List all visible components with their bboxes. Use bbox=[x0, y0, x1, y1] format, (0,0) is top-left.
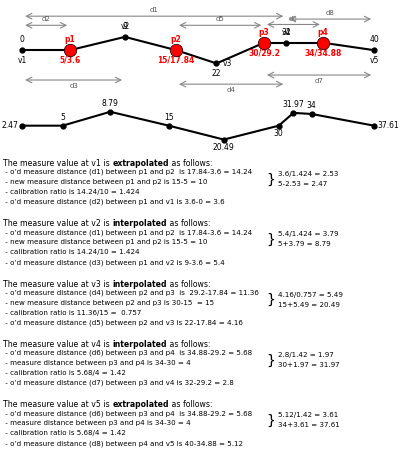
Text: - calibration ratio is 14.24/10 = 1.424: - calibration ratio is 14.24/10 = 1.424 bbox=[3, 249, 140, 255]
Text: p2: p2 bbox=[171, 35, 182, 44]
Text: v4: v4 bbox=[282, 28, 291, 37]
Text: 2.47: 2.47 bbox=[2, 121, 19, 130]
Text: 20.49: 20.49 bbox=[213, 143, 235, 152]
Text: - o’d measure distance (d6) between p3 and p4  is 34.88-29.2 = 5.68: - o’d measure distance (d6) between p3 a… bbox=[3, 410, 252, 417]
Text: as follows:: as follows: bbox=[169, 159, 212, 168]
Text: 4.16/0.757 = 5.49: 4.16/0.757 = 5.49 bbox=[278, 292, 343, 298]
Text: The measure value at v1 is: The measure value at v1 is bbox=[3, 159, 112, 168]
Text: - o’d measure distance (d7) between p3 and v4 is 32-29.2 = 2.8: - o’d measure distance (d7) between p3 a… bbox=[3, 380, 234, 386]
Text: p3: p3 bbox=[259, 28, 270, 37]
Text: - o’d measure distance (d2) between p1 and v1 is 3.6-0 = 3.6: - o’d measure distance (d2) between p1 a… bbox=[3, 199, 225, 205]
Text: - o’d measure distance (d1) between p1 and p2  is 17.84-3.6 = 14.24: - o’d measure distance (d1) between p1 a… bbox=[3, 229, 252, 236]
Text: 2.8/1.42 = 1.97: 2.8/1.42 = 1.97 bbox=[278, 352, 334, 358]
Text: 5/3.6: 5/3.6 bbox=[59, 56, 80, 65]
Text: 30+1.97 = 31.97: 30+1.97 = 31.97 bbox=[278, 362, 340, 368]
Text: v2: v2 bbox=[120, 22, 130, 31]
Text: - measure distance between p3 and p4 is 34-30 = 4: - measure distance between p3 and p4 is … bbox=[3, 420, 191, 426]
Text: v3: v3 bbox=[222, 59, 232, 68]
Text: 34+3.61 = 37.61: 34+3.61 = 37.61 bbox=[278, 422, 340, 428]
Text: d8: d8 bbox=[326, 10, 334, 16]
Text: - new measure distance between p2 and p3 is 30-15  = 15: - new measure distance between p2 and p3… bbox=[3, 299, 214, 306]
Text: 31.97: 31.97 bbox=[282, 100, 304, 109]
Text: p1: p1 bbox=[64, 35, 75, 44]
Text: - o’d measure distance (d3) between p1 and v2 is 9-3.6 = 5.4: - o’d measure distance (d3) between p1 a… bbox=[3, 259, 225, 266]
Text: 5.12/1.42 = 3.61: 5.12/1.42 = 3.61 bbox=[278, 412, 338, 418]
Text: d5: d5 bbox=[216, 16, 224, 22]
Text: 34/34.88: 34/34.88 bbox=[304, 48, 342, 58]
Text: 40: 40 bbox=[369, 35, 379, 44]
Text: The measure value at v4 is: The measure value at v4 is bbox=[3, 340, 112, 349]
Text: - calibration ratio is 14.24/10 = 1.424: - calibration ratio is 14.24/10 = 1.424 bbox=[3, 189, 140, 195]
Text: 5.4/1.424 = 3.79: 5.4/1.424 = 3.79 bbox=[278, 231, 338, 237]
Text: 37.61: 37.61 bbox=[378, 121, 400, 130]
Text: }: } bbox=[266, 414, 275, 428]
Text: interpolated: interpolated bbox=[112, 219, 167, 228]
Text: as follows:: as follows: bbox=[167, 340, 210, 349]
Text: v1: v1 bbox=[18, 56, 27, 65]
Text: }: } bbox=[266, 353, 275, 367]
Text: as follows:: as follows: bbox=[167, 280, 210, 289]
Text: 30/29.2: 30/29.2 bbox=[248, 48, 280, 58]
Text: d2: d2 bbox=[42, 16, 50, 22]
Text: }: } bbox=[266, 172, 275, 186]
Text: as follows:: as follows: bbox=[169, 400, 212, 409]
Text: d7: d7 bbox=[315, 78, 324, 84]
Text: 15/17.84: 15/17.84 bbox=[158, 56, 195, 65]
Text: 5+3.79 = 8.79: 5+3.79 = 8.79 bbox=[278, 241, 331, 247]
Text: - calibration ratio is 5.68/4 = 1.42: - calibration ratio is 5.68/4 = 1.42 bbox=[3, 370, 126, 376]
Text: 15: 15 bbox=[164, 113, 174, 122]
Text: extrapolated: extrapolated bbox=[112, 159, 169, 168]
Text: d1: d1 bbox=[150, 7, 159, 13]
Text: - o’d measure distance (d4) between p2 and p3  is  29.2-17.84 = 11.36: - o’d measure distance (d4) between p2 a… bbox=[3, 290, 259, 296]
Text: 5: 5 bbox=[60, 113, 65, 122]
Text: - calibration ratio is 5.68/4 = 1.42: - calibration ratio is 5.68/4 = 1.42 bbox=[3, 430, 126, 436]
Text: - measure distance between p3 and p4 is 34-30 = 4: - measure distance between p3 and p4 is … bbox=[3, 360, 191, 366]
Text: The measure value at v5 is: The measure value at v5 is bbox=[3, 400, 112, 409]
Text: - new measure distance between p1 and p2 is 15-5 = 10: - new measure distance between p1 and p2… bbox=[3, 239, 208, 245]
Text: }: } bbox=[266, 293, 275, 307]
Text: - calibration ratio is 11.36/15 =  0.757: - calibration ratio is 11.36/15 = 0.757 bbox=[3, 309, 142, 315]
Text: 5-2.53 = 2.47: 5-2.53 = 2.47 bbox=[278, 181, 327, 187]
Text: 3.6/1.424 = 2.53: 3.6/1.424 = 2.53 bbox=[278, 171, 338, 177]
Text: 34: 34 bbox=[307, 101, 317, 110]
Text: as follows:: as follows: bbox=[167, 219, 210, 228]
Text: 8.79: 8.79 bbox=[102, 99, 119, 108]
Text: 0: 0 bbox=[20, 35, 25, 44]
Text: 9: 9 bbox=[122, 22, 127, 31]
Text: interpolated: interpolated bbox=[112, 280, 167, 289]
Text: - new measure distance between p1 and p2 is 15-5 = 10: - new measure distance between p1 and p2… bbox=[3, 179, 208, 185]
Text: d6: d6 bbox=[289, 16, 298, 21]
Text: 22: 22 bbox=[212, 69, 221, 78]
Text: }: } bbox=[266, 233, 275, 247]
Text: interpolated: interpolated bbox=[112, 340, 167, 349]
Text: extrapolated: extrapolated bbox=[112, 400, 169, 409]
Text: p4: p4 bbox=[317, 28, 328, 37]
Text: The measure value at v3 is: The measure value at v3 is bbox=[3, 280, 112, 289]
Text: d3: d3 bbox=[69, 83, 78, 89]
Text: 32: 32 bbox=[281, 28, 291, 37]
Text: - o’d measure distance (d6) between p3 and p4  is 34.88-29.2 = 5.68: - o’d measure distance (d6) between p3 a… bbox=[3, 350, 252, 356]
Text: - o’d measure distance (d1) between p1 and p2  is 17.84-3.6 = 14.24: - o’d measure distance (d1) between p1 a… bbox=[3, 169, 252, 175]
Text: v5: v5 bbox=[369, 56, 379, 65]
Text: d4: d4 bbox=[227, 87, 236, 93]
Text: The measure value at v2 is: The measure value at v2 is bbox=[3, 219, 112, 228]
Text: - o’d measure distance (d8) between p4 and v5 is 40-34.88 = 5.12: - o’d measure distance (d8) between p4 a… bbox=[3, 440, 243, 446]
Text: 30: 30 bbox=[274, 129, 284, 138]
Text: 15+5.49 = 20.49: 15+5.49 = 20.49 bbox=[278, 302, 340, 308]
Text: - o’d measure distance (d5) between p2 and v3 is 22-17.84 = 4.16: - o’d measure distance (d5) between p2 a… bbox=[3, 319, 243, 326]
